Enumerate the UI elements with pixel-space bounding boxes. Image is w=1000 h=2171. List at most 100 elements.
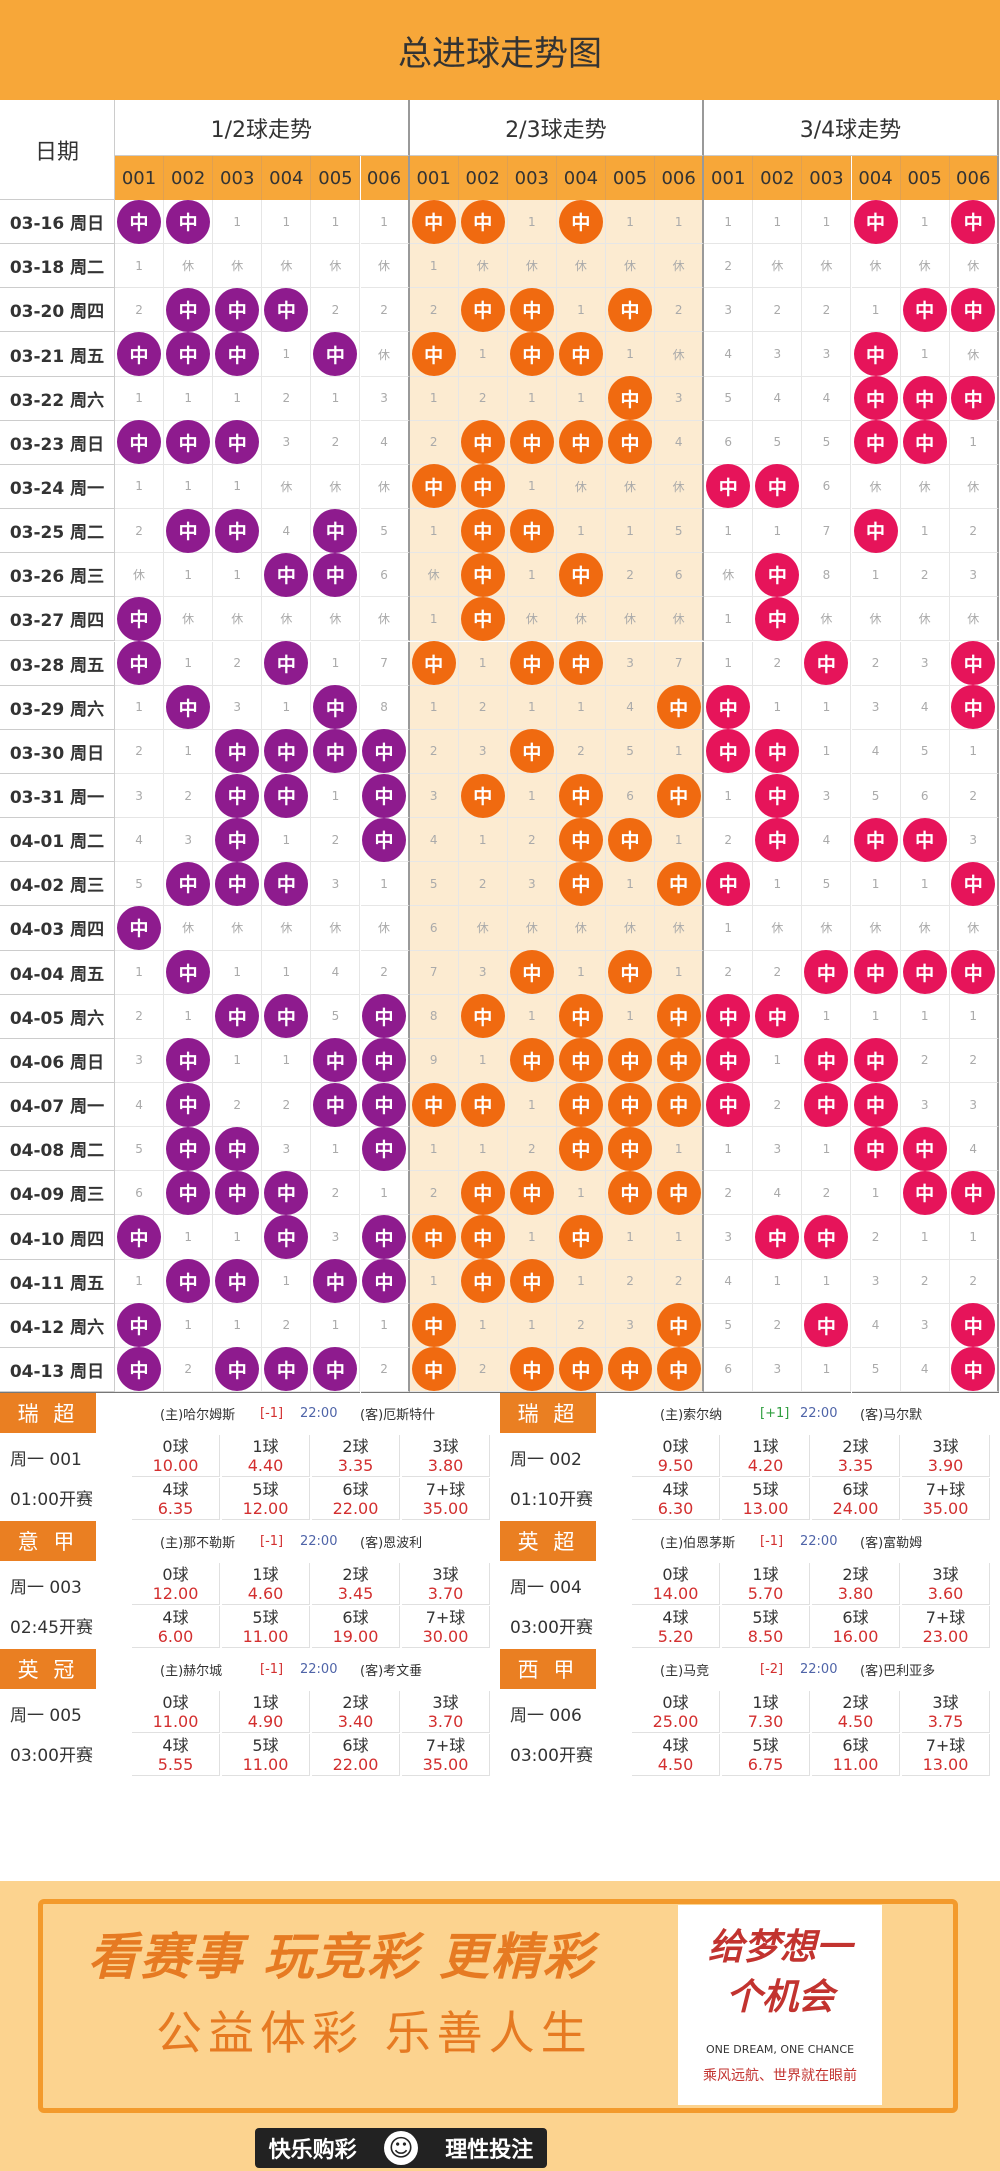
trend-cell: 1: [164, 464, 214, 510]
odds-cell: 4球 4.50: [632, 1734, 720, 1776]
miss-count: 3: [773, 347, 782, 361]
odds-label: 0球: [162, 1565, 189, 1584]
hit-marker: 中: [166, 685, 211, 730]
trend-cell: 中: [949, 1170, 999, 1216]
miss-count: 1: [233, 1230, 242, 1244]
trend-cell: 中: [507, 950, 557, 995]
hit-marker: 中: [755, 729, 800, 774]
miss-count: 1: [184, 1230, 192, 1244]
hit-marker: 中: [166, 1038, 211, 1083]
trend-cell: 中: [753, 552, 803, 598]
column-header: 002: [458, 156, 508, 200]
trend-cell: 休: [606, 464, 656, 510]
miss-count: 1: [773, 214, 782, 229]
odds-label: 7+球: [425, 1736, 466, 1755]
miss-count: 5: [674, 523, 683, 538]
match-number: 周一 005: [10, 1706, 82, 1726]
trend-cell: 2: [704, 244, 754, 289]
odds-value: 14.00: [652, 1584, 699, 1603]
odds-cell: 2球 4.50: [812, 1691, 900, 1733]
match-time: 22:00: [800, 1661, 838, 1677]
trend-cell: 中: [164, 287, 214, 333]
trend-cell: 1: [458, 818, 508, 863]
match-number: 周一 002: [510, 1450, 582, 1470]
hit-marker: 中: [460, 773, 505, 818]
miss-count: 2: [331, 435, 340, 450]
trend-cell: 中: [458, 199, 508, 245]
miss-count: 3: [135, 1053, 143, 1068]
ad-banner: 看赛事 玩竞彩 更精彩 公益体彩 乐善人生 给梦想一个机会 ONE DREAM,…: [0, 1881, 1000, 2171]
column-header: 004: [556, 156, 606, 200]
miss-count: 2: [135, 1009, 143, 1024]
trend-cell: 2: [753, 950, 803, 995]
trend-cell: 中: [164, 1038, 214, 1083]
miss-count: 1: [233, 965, 242, 980]
odds-cell: 4球 5.20: [632, 1606, 720, 1648]
hit-marker: 中: [215, 420, 260, 465]
trend-cell: 休: [262, 597, 312, 642]
trend-cell: 中: [949, 1303, 999, 1348]
hit-marker: 中: [853, 420, 898, 465]
trend-cell: 3: [311, 862, 361, 907]
miss-count: 休: [918, 921, 931, 936]
trend-cell: 休: [802, 906, 852, 951]
hit-marker: 中: [656, 1082, 701, 1127]
trend-cell: 中: [115, 1303, 165, 1348]
hit-marker: 中: [411, 332, 456, 377]
odds-cell: 5球 12.00: [222, 1478, 310, 1520]
hit-marker: 中: [951, 1170, 996, 1215]
trend-cell: 1: [851, 1171, 901, 1216]
footer-left-text: 快乐购彩: [268, 2138, 357, 2163]
trend-cell: 8: [802, 553, 852, 598]
trend-cell: 3: [606, 1303, 656, 1348]
trend-cell: 2: [115, 994, 165, 1039]
trend-cell: 中: [360, 1038, 410, 1083]
odds-value: 3.90: [927, 1456, 964, 1475]
hit-marker: 中: [755, 552, 800, 597]
miss-count: 2: [478, 391, 487, 406]
column-header: 005: [900, 156, 950, 200]
trend-cell: 5: [311, 994, 361, 1039]
odds-cell: 3球 3.75: [902, 1691, 990, 1733]
hit-marker: 中: [264, 552, 309, 597]
hit-marker: 中: [166, 1259, 211, 1304]
trend-cell: 中: [360, 729, 410, 774]
odds-cell: 1球 4.60: [222, 1563, 310, 1605]
trend-cell: 1: [655, 950, 705, 995]
hit-marker: 中: [362, 1259, 407, 1304]
match-time: 22:00: [300, 1533, 338, 1549]
miss-count: 1: [478, 1141, 487, 1156]
hit-marker: 中: [215, 861, 260, 906]
hit-marker: 中: [460, 596, 505, 641]
trend-cell: 中: [606, 287, 656, 333]
trend-cell: 1: [213, 200, 263, 245]
miss-count: 1: [331, 1141, 340, 1156]
trend-cell: 1: [164, 1215, 214, 1260]
hit-marker: 中: [558, 817, 603, 862]
hit-marker: 中: [264, 773, 309, 818]
trend-cell: 1: [704, 641, 754, 686]
trend-cell: 4: [900, 685, 950, 730]
miss-count: 3: [724, 1230, 733, 1244]
hit-marker: 中: [264, 861, 309, 906]
miss-count: 1: [528, 214, 536, 229]
match-number: 周一 006: [510, 1706, 582, 1726]
row-date: 03-22 周六: [0, 376, 115, 421]
trend-cell: 中: [164, 861, 214, 907]
odds-cell: 3球 3.90: [902, 1435, 990, 1477]
odds-cell: 0球 12.00: [132, 1563, 220, 1605]
miss-count: 休: [476, 921, 489, 936]
trend-cell: 1: [507, 1215, 557, 1260]
miss-count: 休: [967, 259, 980, 274]
miss-count: 休: [427, 568, 440, 583]
odds-value: 3.35: [337, 1456, 374, 1475]
miss-count: 2: [724, 1185, 733, 1200]
trend-cell: 中: [164, 1170, 214, 1216]
trend-cell: 中: [556, 861, 606, 907]
trend-cell: 1: [753, 509, 803, 554]
trend-cell: 2: [949, 509, 999, 554]
row-date: 03-23 周日: [0, 420, 115, 465]
hit-marker: 中: [509, 287, 554, 332]
miss-count: 1: [282, 1053, 291, 1068]
odds-label: 3球: [432, 1693, 459, 1712]
